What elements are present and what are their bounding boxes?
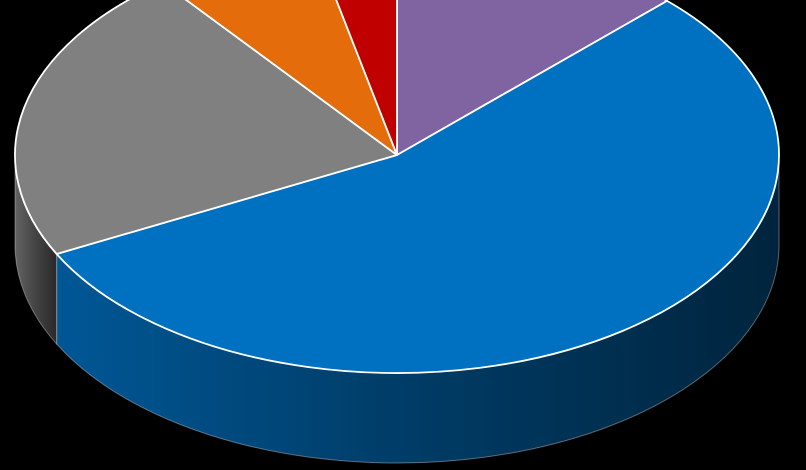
pie-top-layer xyxy=(14,0,780,374)
pie-slice-5 xyxy=(335,0,398,156)
pie-slice-4 xyxy=(184,0,398,156)
pie-slice-2 xyxy=(55,0,780,374)
pie-slice-3 xyxy=(14,0,398,255)
